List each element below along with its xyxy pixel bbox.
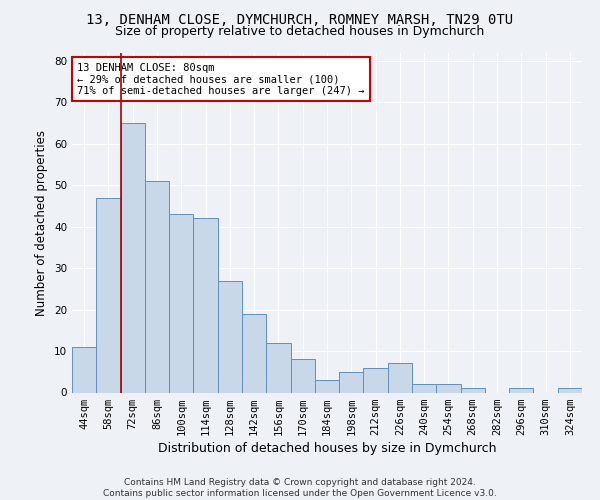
Bar — [242, 314, 266, 392]
Bar — [169, 214, 193, 392]
Text: Contains HM Land Registry data © Crown copyright and database right 2024.
Contai: Contains HM Land Registry data © Crown c… — [103, 478, 497, 498]
Bar — [96, 198, 121, 392]
Bar — [364, 368, 388, 392]
Bar — [558, 388, 582, 392]
Bar — [218, 280, 242, 392]
Y-axis label: Number of detached properties: Number of detached properties — [35, 130, 49, 316]
Text: 13, DENHAM CLOSE, DYMCHURCH, ROMNEY MARSH, TN29 0TU: 13, DENHAM CLOSE, DYMCHURCH, ROMNEY MARS… — [86, 12, 514, 26]
Text: Size of property relative to detached houses in Dymchurch: Size of property relative to detached ho… — [115, 25, 485, 38]
Bar — [145, 181, 169, 392]
Text: 13 DENHAM CLOSE: 80sqm
← 29% of detached houses are smaller (100)
71% of semi-de: 13 DENHAM CLOSE: 80sqm ← 29% of detached… — [77, 62, 365, 96]
Bar — [461, 388, 485, 392]
Bar — [388, 364, 412, 392]
Bar — [266, 342, 290, 392]
Bar — [339, 372, 364, 392]
Bar — [72, 347, 96, 393]
Bar — [121, 123, 145, 392]
Bar — [436, 384, 461, 392]
Bar — [193, 218, 218, 392]
Bar — [315, 380, 339, 392]
Bar — [412, 384, 436, 392]
Bar — [509, 388, 533, 392]
X-axis label: Distribution of detached houses by size in Dymchurch: Distribution of detached houses by size … — [158, 442, 496, 455]
Bar — [290, 360, 315, 392]
